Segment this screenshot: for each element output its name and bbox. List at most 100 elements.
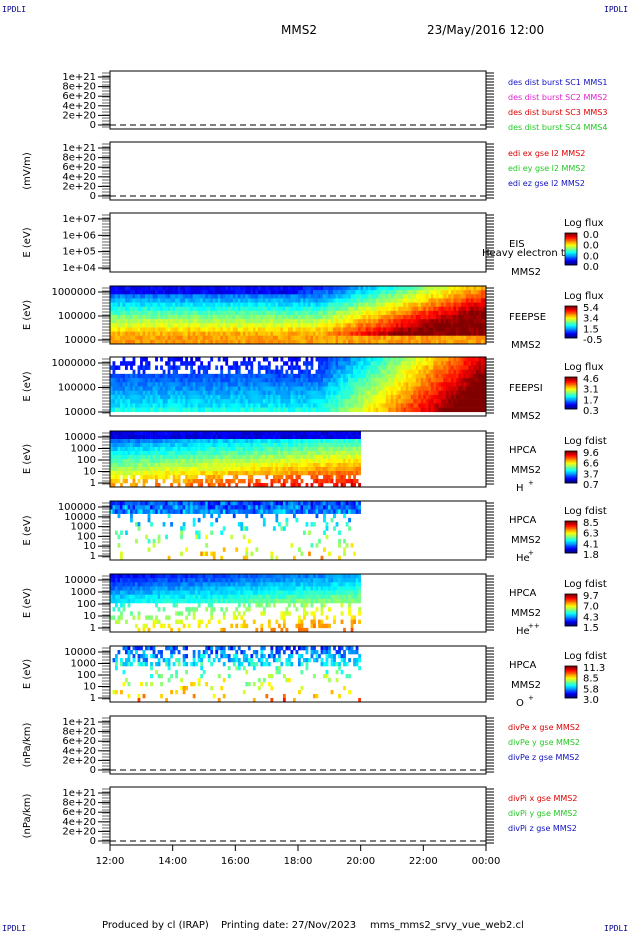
spectrogram-cell: [455, 315, 459, 320]
spectrogram-cell: [252, 431, 256, 436]
spectrogram-cell: [137, 447, 141, 452]
spectrogram-cell: [483, 315, 487, 320]
spectrogram-cell: [290, 394, 294, 400]
spectrogram-cell: [455, 286, 459, 291]
spectrogram-cell: [165, 298, 168, 303]
spectrogram-cell: [240, 459, 244, 464]
spectrogram-cell: [225, 443, 229, 448]
spectrogram-cell: [383, 306, 387, 312]
spectrogram-cell: [388, 315, 392, 320]
spectrogram-cell: [210, 373, 214, 379]
spectrogram-cell: [458, 365, 462, 370]
spectrogram-cell: [142, 331, 146, 337]
spectrogram-cell: [448, 382, 452, 387]
spectrogram-cell: [142, 447, 146, 452]
spectrogram-cell: [140, 315, 143, 320]
spectrogram-cell: [252, 399, 256, 404]
spectrogram-cell: [172, 319, 176, 324]
spectrogram-cell: [315, 399, 319, 404]
spectrogram-cell: [155, 463, 158, 468]
spectrogram-cell: [475, 286, 479, 291]
spectrogram-cell: [127, 378, 131, 383]
spectrogram-cell: [475, 386, 479, 392]
spectrogram-cell: [170, 483, 173, 488]
spectrogram-cell: [127, 451, 131, 456]
spectrogram-cell: [262, 390, 266, 396]
spectrogram-cell: [120, 431, 123, 436]
spectrogram-cell: [225, 463, 229, 468]
spectrogram-cell: [353, 290, 356, 295]
spectrogram-cell: [450, 315, 454, 320]
spectrogram-cell: [207, 339, 211, 345]
spectrogram-cell: [142, 439, 146, 444]
spectrogram-cell: [270, 331, 274, 337]
spectrogram-cell: [247, 431, 251, 436]
spectrogram-cell: [348, 306, 351, 312]
spectrogram-cell: [410, 382, 414, 387]
spectrogram-cell: [393, 310, 397, 316]
spectrogram-cell: [415, 327, 419, 332]
spectrogram-cell: [217, 390, 221, 396]
spectrogram-cell: [240, 315, 244, 320]
spectrogram-cell: [225, 306, 229, 312]
spectrogram-cell: [155, 323, 158, 328]
colorbar-cell: [565, 319, 577, 321]
spectrogram-cell: [308, 394, 311, 400]
spectrogram-cell: [120, 455, 123, 460]
spectrogram-cell: [190, 357, 194, 362]
spectrogram-cell: [252, 335, 256, 341]
spectrogram-cell: [478, 386, 482, 392]
spectrogram-cell: [255, 394, 259, 400]
spectrogram-cell: [465, 373, 469, 379]
spectrogram-cell: [122, 471, 126, 476]
spectrogram-cell: [388, 290, 392, 295]
spectrogram-cell: [165, 435, 168, 440]
spectrogram-cell: [127, 390, 131, 396]
spectrogram-cell: [142, 323, 146, 328]
spectrogram-cell: [260, 327, 264, 332]
spectrogram-cell: [252, 357, 256, 362]
spectrogram-cell: [430, 327, 434, 332]
spectrogram-cell: [298, 339, 301, 345]
spectrogram-cell: [400, 394, 404, 400]
spectrogram-cell: [197, 335, 201, 341]
spectrogram-cell: [162, 315, 166, 320]
spectrogram-cell: [338, 390, 341, 396]
colorbar-tick-label: 1.5: [583, 324, 599, 335]
spectrogram-cell: [222, 439, 226, 444]
spectrogram-cell: [262, 399, 266, 404]
spectrogram-cell: [420, 335, 424, 341]
spectrogram-cell: [225, 310, 229, 316]
spectrogram-cell: [237, 479, 241, 484]
spectrogram-cell: [130, 435, 133, 440]
spectrogram-cell: [348, 286, 351, 291]
spectrogram-cell: [328, 319, 331, 324]
spectrogram-cell: [235, 431, 239, 436]
spectrogram-cell: [180, 463, 183, 468]
spectrogram-cell: [285, 335, 289, 341]
spectrogram-cell: [145, 447, 148, 452]
spectrogram-cell: [247, 394, 251, 400]
spectrogram-cell: [460, 390, 464, 396]
spectrogram-cell: [395, 403, 399, 408]
spectrogram-cell: [465, 365, 469, 370]
spectrogram-cell: [365, 315, 369, 320]
spectrogram-cell: [318, 323, 321, 328]
spectrogram-cell: [237, 451, 241, 456]
spectrogram-cell: [172, 294, 176, 299]
spectrogram-cell: [232, 331, 236, 337]
spectrogram-cell: [475, 315, 479, 320]
spectrogram-cell: [237, 369, 241, 375]
spectrogram-cell: [195, 327, 199, 332]
spectrogram-cell: [470, 403, 474, 408]
spectrogram-cell: [453, 327, 457, 332]
spectrogram-cell: [423, 335, 427, 341]
spectrogram-cell: [315, 382, 319, 387]
spectrogram-cell: [247, 294, 251, 299]
spectrogram-cell: [285, 327, 289, 332]
spectrogram-cell: [335, 315, 339, 320]
spectrogram-cell: [450, 319, 454, 324]
spectrogram-cell: [423, 357, 427, 362]
spectrogram-cell: [473, 286, 477, 291]
spectrogram-cell: [353, 327, 356, 332]
